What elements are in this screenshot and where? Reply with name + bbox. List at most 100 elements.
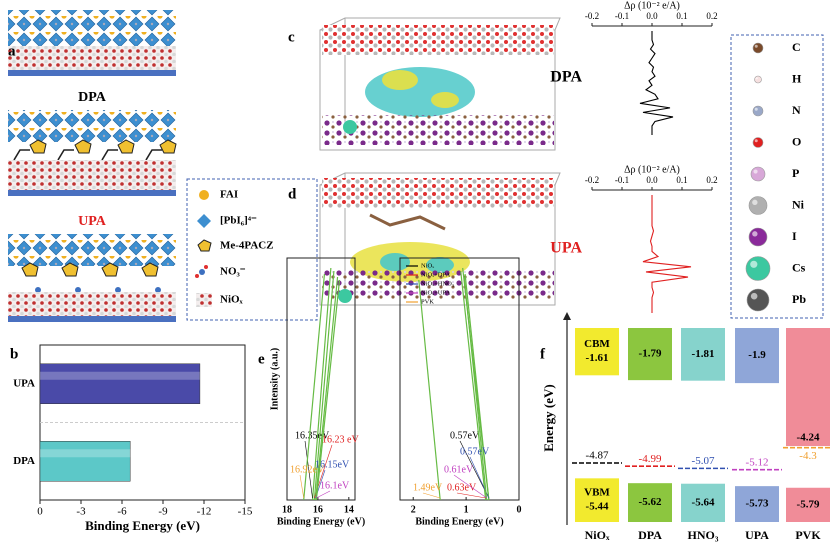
panel-label: d [288,186,297,202]
annotation: 0.63eV [447,482,477,493]
vbm-label: VBM [584,487,610,499]
y-axis-arrow [563,312,571,320]
structure-c [319,17,561,151]
category-label: NiOₓ [585,528,610,542]
annotation: 16.15eV [315,459,350,470]
legend-label: FAI [220,189,238,201]
panel-label: b [10,346,18,362]
decoration [61,262,79,277]
decoration [8,234,176,266]
element-highlight [753,169,758,174]
decoration [426,257,454,273]
x-tick-label: -0.2 [585,175,599,185]
decoration [21,262,39,277]
decoration [155,287,161,293]
decoration [35,287,41,293]
decoration [29,139,47,154]
decoration [322,25,554,55]
structure-a [8,10,177,322]
cbm-value: -1.81 [692,348,715,360]
x-axis-label: Binding Energy (eV) [85,518,200,533]
onset-line [303,273,326,501]
category-label: DPA [638,528,662,542]
x-tick-label: -15 [238,506,253,518]
structure-d [319,172,561,306]
plot-frame [399,257,520,501]
element-highlight [750,292,758,300]
element-list: C H N O P Ni I Cs Pb [745,40,806,312]
bar-sheen [40,449,131,458]
annotation: 16.23 eV [322,434,359,445]
element-highlight [754,139,758,143]
x-axis-label: Δρ (10⁻² e/A) [624,0,680,11]
decoration [380,253,410,271]
cbm-value: -4.24 [797,432,820,444]
category-label: UPA [745,528,769,542]
decoration [322,178,554,208]
element-swatch [745,256,771,281]
onset-line [314,276,339,501]
onset-line [464,273,490,501]
x-tick-label: 0 [37,506,43,518]
element-swatch [754,75,762,84]
vbm-value: -5.44 [586,501,609,513]
element-label: H [792,71,802,85]
legend-label: NiOₓ+UPA [421,289,450,296]
fermi-label: -4.99 [639,453,662,465]
onset-line [313,270,335,501]
legend-label: [PbI₆]⁴⁻ [220,215,257,227]
cbm-label: CBM [584,338,610,350]
element-label: Ni [792,197,805,211]
x-tick-label: 2 [411,504,416,515]
element-highlight [752,231,758,237]
decoration [101,262,119,277]
element-label: N [792,103,801,117]
x-axis-label: Binding Energy (eV) [415,516,503,527]
x-tick-label: 16 [313,504,323,515]
y-tick-label: DPA [13,455,35,467]
annotation-arrow [422,492,441,499]
element-swatch [752,105,764,117]
annotation-arrow [299,474,304,499]
legend-label: NiOₓ+DPA [421,271,450,278]
element-label: O [792,134,801,148]
y-tick-label: UPA [13,377,35,389]
decoration [75,287,81,293]
legend-label: NiOₓ+HNO₃ [421,280,454,287]
element-highlight [755,77,758,80]
decoration [115,287,121,293]
x-tick-label: 14 [344,504,354,515]
decoration [74,139,92,154]
element-swatch [750,166,766,182]
element-swatch [752,137,764,148]
decoration [8,110,176,142]
element-highlight [750,260,758,268]
cbm-box [735,328,779,384]
element-highlight [754,44,758,48]
annotation: 0.57eV [460,446,490,457]
annotation-arrow [456,492,486,499]
element-legend [730,34,824,319]
x-tick-label: 0.2 [706,11,717,21]
annotation-arrow [453,474,487,499]
decoration [8,292,176,316]
decoration [197,214,211,228]
cbm-value: -1.9 [748,349,766,361]
decoration [338,289,352,303]
annotation: 0.61eV [444,464,474,475]
decoration [382,70,418,90]
decoration [322,115,554,145]
vbm-box [575,478,619,522]
vbm-box [735,486,779,522]
legend-label: NO₃⁻ [220,266,246,278]
decoration [199,190,209,200]
vbm-value: -5.62 [639,496,662,508]
legend-label: Me-4PACZ [220,240,274,252]
legend-label: PVK [421,298,434,305]
vbm-value: -5.79 [797,498,820,510]
onset-line [418,279,441,501]
decoration [365,67,475,117]
cbm-box [681,328,725,381]
x-axis-label: Binding Energy (eV) [277,516,365,527]
bar-sheen [40,371,200,380]
